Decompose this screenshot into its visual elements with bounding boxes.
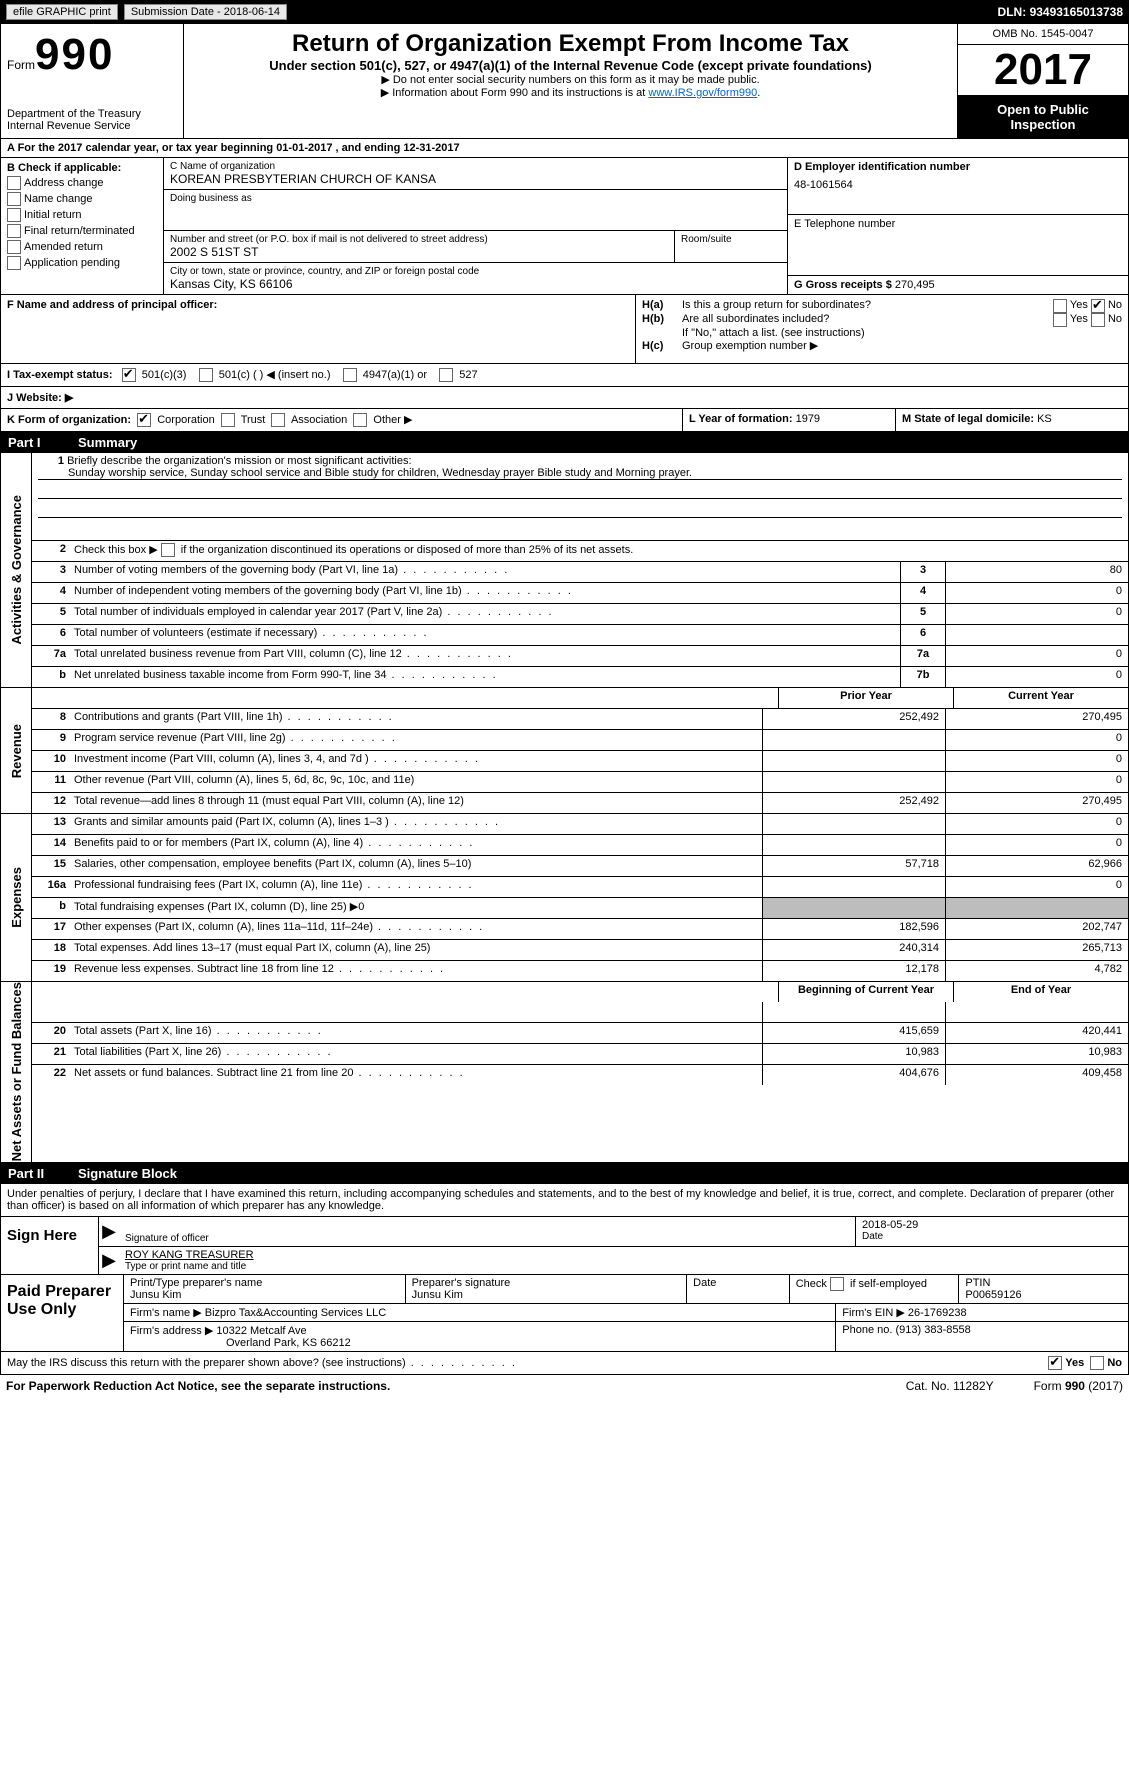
part2-header: Part II Signature Block (0, 1163, 1129, 1184)
section-net-assets: Net Assets or Fund Balances Beginning of… (0, 982, 1129, 1162)
cell-tel: E Telephone number (788, 215, 1128, 276)
header-left: Form990 Department of the Treasury Inter… (1, 24, 184, 138)
chk-other[interactable] (353, 413, 367, 427)
chk-hb-yes[interactable] (1053, 313, 1067, 327)
sign-here-row: Sign Here ▶ Signature of officer 2018-05… (1, 1216, 1128, 1274)
footer-mid: Cat. No. 11282Y (906, 1379, 994, 1393)
chk-address-change[interactable] (7, 176, 21, 190)
chk-app-pending[interactable] (7, 256, 21, 270)
cell-room: Room/suite (675, 231, 787, 263)
side-governance: Activities & Governance (1, 453, 32, 687)
cell-street: Number and street (or P.O. box if mail i… (164, 231, 675, 263)
cell-gross: G Gross receipts $ 270,495 (788, 276, 1128, 294)
chk-ha-no[interactable] (1091, 299, 1105, 313)
chk-501c3[interactable] (122, 368, 136, 382)
col-b: B Check if applicable: Address change Na… (1, 158, 164, 294)
part1-header: Part I Summary (0, 432, 1129, 453)
chk-527[interactable] (439, 368, 453, 382)
preparer-row: Paid Preparer Use Only Print/Type prepar… (1, 1274, 1128, 1351)
footer-left: For Paperwork Reduction Act Notice, see … (6, 1379, 866, 1393)
section-expenses: Expenses 13Grants and similar amounts pa… (0, 814, 1129, 982)
efile-btn[interactable]: efile GRAPHIC print (6, 4, 118, 20)
col-d: D Employer identification number 48-1061… (787, 158, 1128, 294)
dept2: Internal Revenue Service (7, 120, 177, 132)
cell-ein: D Employer identification number 48-1061… (788, 158, 1128, 215)
preparer-label: Paid Preparer Use Only (1, 1275, 124, 1351)
cell-org-name: C Name of organization KOREAN PRESBYTERI… (164, 158, 787, 190)
cell-k: K Form of organization: Corporation Trus… (1, 409, 682, 431)
note1: ▶ Do not enter social security numbers o… (190, 73, 951, 86)
row-j: J Website: ▶ (0, 387, 1129, 409)
title-sub: Under section 501(c), 527, or 4947(a)(1)… (190, 58, 951, 73)
chk-hb-no[interactable] (1091, 313, 1105, 327)
chk-ha-yes[interactable] (1053, 299, 1067, 313)
chk-initial-return[interactable] (7, 208, 21, 222)
dept1: Department of the Treasury (7, 108, 177, 120)
cell-addr-row: Number and street (or P.O. box if mail i… (164, 231, 787, 263)
footer: For Paperwork Reduction Act Notice, see … (0, 1375, 1129, 1397)
note2: ▶ Information about Form 990 and its ins… (190, 86, 951, 99)
dln-value: 93493165013738 (1030, 5, 1123, 19)
sign-here-label: Sign Here (1, 1217, 99, 1274)
irs-link[interactable]: www.IRS.gov/form990 (648, 87, 757, 99)
section-bcd: B Check if applicable: Address change Na… (0, 158, 1129, 295)
arrow-icon: ▶ (99, 1217, 119, 1246)
signature-block: Under penalties of perjury, I declare th… (0, 1184, 1129, 1352)
sub-date: 2018-06-14 (224, 6, 280, 18)
chk-final-return[interactable] (7, 224, 21, 238)
cell-f: F Name and address of principal officer: (1, 295, 636, 363)
cell-l: L Year of formation: 1979 (682, 409, 895, 431)
discuss-row: May the IRS discuss this return with the… (0, 1352, 1129, 1375)
cell-city: City or town, state or province, country… (164, 263, 787, 294)
side-expenses: Expenses (1, 814, 32, 981)
row-a: A For the 2017 calendar year, or tax yea… (0, 139, 1129, 158)
title-main: Return of Organization Exempt From Incom… (190, 30, 951, 58)
sig-intro: Under penalties of perjury, I declare th… (1, 1184, 1128, 1216)
dln-label: DLN: (998, 5, 1027, 19)
side-revenue: Revenue (1, 688, 32, 813)
sub-label: Submission Date (131, 6, 214, 18)
top-bar: efile GRAPHIC print Submission Date - 20… (0, 0, 1129, 24)
chk-discuss-yes[interactable] (1048, 1356, 1062, 1370)
b-label: B Check if applicable: (7, 162, 157, 174)
chk-discontinued[interactable] (161, 543, 175, 557)
inspect-label: Open to Public Inspection (958, 96, 1128, 138)
col-c: C Name of organization KOREAN PRESBYTERI… (164, 158, 787, 294)
chk-corp[interactable] (137, 413, 151, 427)
row-fh: F Name and address of principal officer:… (0, 295, 1129, 364)
arrow-icon: ▶ (99, 1247, 119, 1274)
side-net: Net Assets or Fund Balances (1, 982, 32, 1161)
header-mid: Return of Organization Exempt From Incom… (184, 24, 957, 138)
cell-h: H(a) Is this a group return for subordin… (636, 295, 1128, 363)
footer-right: Form 990 (2017) (1034, 1379, 1123, 1393)
chk-discuss-no[interactable] (1090, 1356, 1104, 1370)
chk-amended[interactable] (7, 240, 21, 254)
row-i: I Tax-exempt status: 501(c)(3) 501(c) ( … (0, 364, 1129, 387)
form-word: Form (7, 58, 35, 72)
submission-date-btn[interactable]: Submission Date - 2018-06-14 (124, 4, 287, 20)
chk-trust[interactable] (221, 413, 235, 427)
omb: OMB No. 1545-0047 (958, 24, 1128, 45)
form-number: 990 (35, 30, 114, 79)
form-header: Form990 Department of the Treasury Inter… (0, 24, 1129, 139)
chk-assoc[interactable] (271, 413, 285, 427)
row-klm: K Form of organization: Corporation Trus… (0, 409, 1129, 432)
section-revenue: Revenue Prior YearCurrent Year 8Contribu… (0, 688, 1129, 814)
chk-self-employed[interactable] (830, 1277, 844, 1291)
cell-dba: Doing business as (164, 190, 787, 231)
chk-501c[interactable] (199, 368, 213, 382)
header-right: OMB No. 1545-0047 2017 Open to Public In… (957, 24, 1128, 138)
chk-4947[interactable] (343, 368, 357, 382)
section-governance: Activities & Governance 1 Briefly descri… (0, 453, 1129, 688)
cell-m: M State of legal domicile: KS (895, 409, 1128, 431)
chk-name-change[interactable] (7, 192, 21, 206)
tax-year: 2017 (958, 45, 1128, 96)
